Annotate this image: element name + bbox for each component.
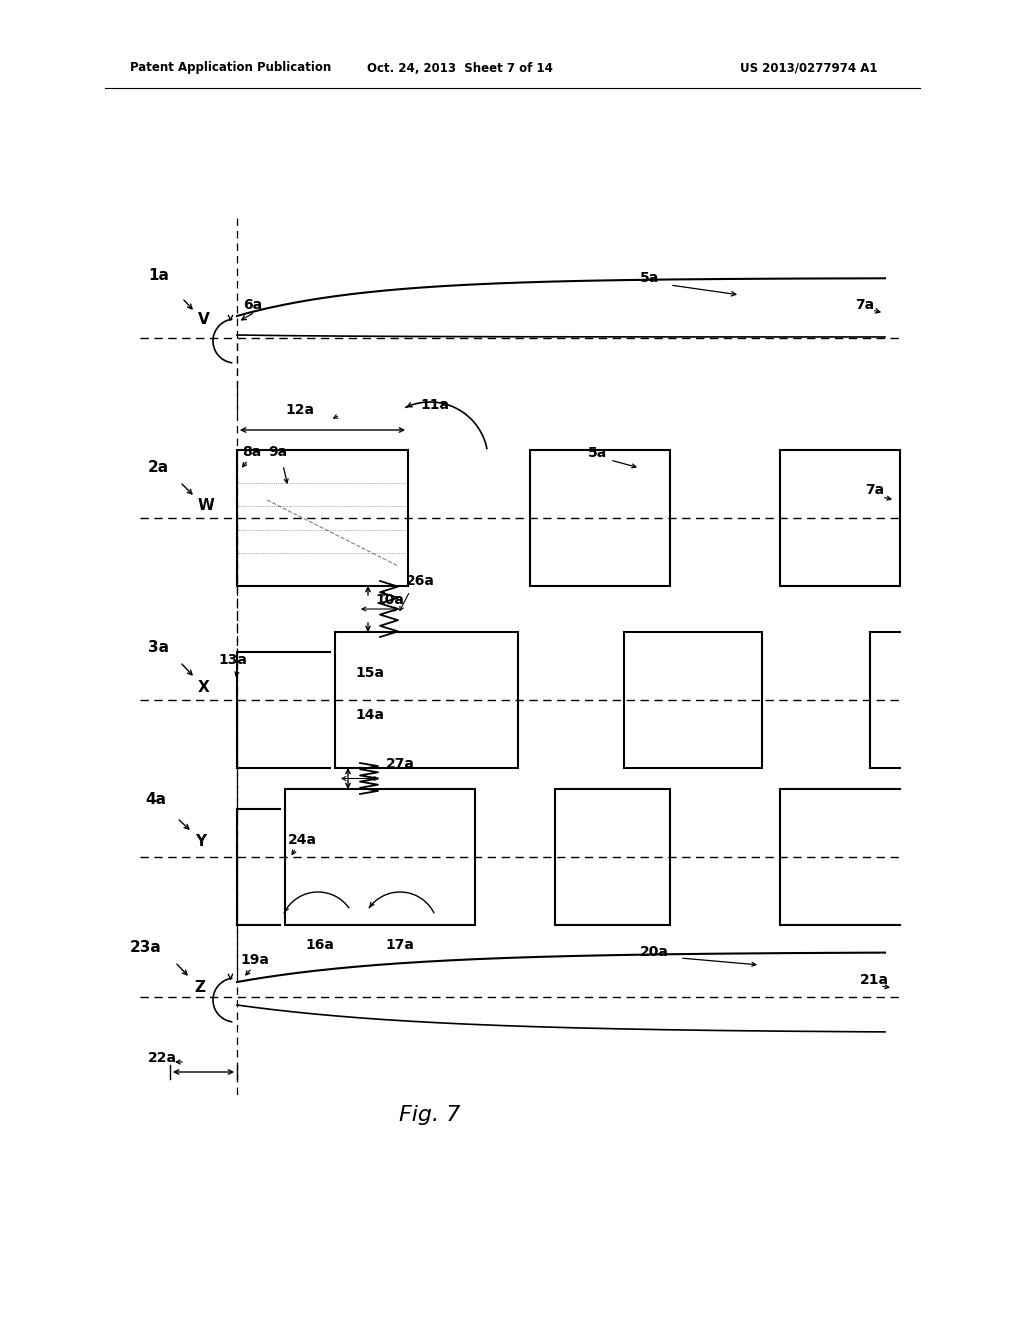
- Text: 26a: 26a: [406, 574, 435, 587]
- Text: V: V: [198, 313, 210, 327]
- Text: 5a: 5a: [640, 271, 659, 285]
- Text: 8a: 8a: [242, 445, 261, 459]
- Text: 23a: 23a: [130, 940, 162, 956]
- Bar: [237, 450, 408, 586]
- Text: 3a: 3a: [148, 640, 169, 656]
- Text: 1a: 1a: [148, 268, 169, 282]
- Text: 9a: 9a: [268, 445, 287, 459]
- Text: 20a: 20a: [640, 945, 669, 960]
- Text: 7a: 7a: [865, 483, 884, 498]
- Text: 27a: 27a: [386, 756, 415, 771]
- Text: 4a: 4a: [145, 792, 166, 808]
- Text: 10a: 10a: [375, 593, 403, 607]
- Bar: [285, 789, 475, 925]
- Text: 12a: 12a: [286, 403, 314, 417]
- Text: 24a: 24a: [288, 833, 317, 847]
- Text: Y: Y: [195, 834, 206, 850]
- Text: X: X: [198, 681, 210, 696]
- Text: 5a: 5a: [588, 446, 607, 459]
- Text: 19a: 19a: [240, 953, 269, 968]
- Text: 16a: 16a: [305, 939, 334, 952]
- Text: Patent Application Publication: Patent Application Publication: [130, 62, 331, 74]
- Text: 21a: 21a: [860, 973, 889, 987]
- Text: US 2013/0277974 A1: US 2013/0277974 A1: [740, 62, 878, 74]
- Text: 6a: 6a: [243, 298, 262, 312]
- Text: 17a: 17a: [385, 939, 414, 952]
- Text: 7a: 7a: [855, 298, 874, 312]
- Text: Z: Z: [194, 981, 205, 995]
- Text: 2a: 2a: [148, 461, 169, 475]
- Bar: [780, 450, 900, 586]
- Bar: [555, 789, 670, 925]
- Bar: [530, 450, 670, 586]
- Bar: [335, 632, 518, 768]
- Text: 15a: 15a: [355, 667, 384, 680]
- Text: W: W: [198, 498, 215, 512]
- Text: Oct. 24, 2013  Sheet 7 of 14: Oct. 24, 2013 Sheet 7 of 14: [367, 62, 553, 74]
- Text: 11a: 11a: [420, 399, 449, 412]
- Text: 13a: 13a: [218, 653, 247, 667]
- Text: 14a: 14a: [355, 708, 384, 722]
- Text: Fig. 7: Fig. 7: [399, 1105, 461, 1125]
- Text: 22a: 22a: [148, 1051, 177, 1065]
- Bar: [624, 632, 762, 768]
